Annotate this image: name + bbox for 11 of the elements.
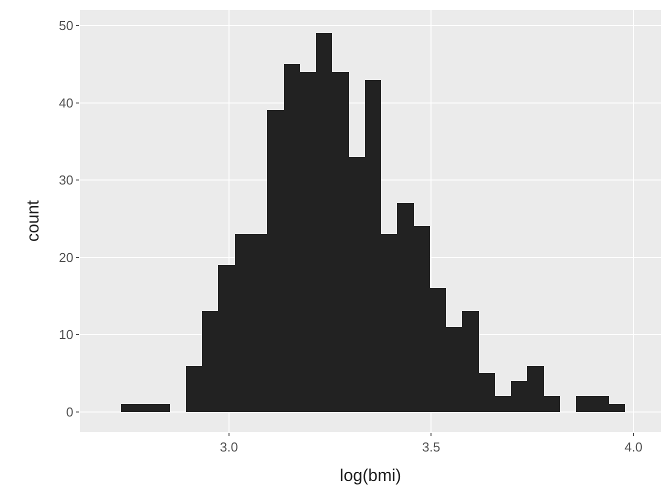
y-tick-label: 10 bbox=[58, 327, 74, 342]
y-tick-label: 30 bbox=[58, 172, 74, 188]
x-axis-title: log(bmi) bbox=[340, 466, 402, 485]
x-tick-label: 4.0 bbox=[624, 440, 643, 455]
y-tick-label: 20 bbox=[58, 250, 74, 265]
y-tick-label: 0 bbox=[66, 404, 74, 420]
y-tick-label: 50 bbox=[58, 18, 74, 34]
y-tick-label: 40 bbox=[58, 95, 74, 110]
x-tick-label: 3.0 bbox=[220, 440, 238, 455]
x-tick-label: 3.5 bbox=[422, 440, 440, 455]
y-axis-title: count bbox=[23, 200, 42, 242]
